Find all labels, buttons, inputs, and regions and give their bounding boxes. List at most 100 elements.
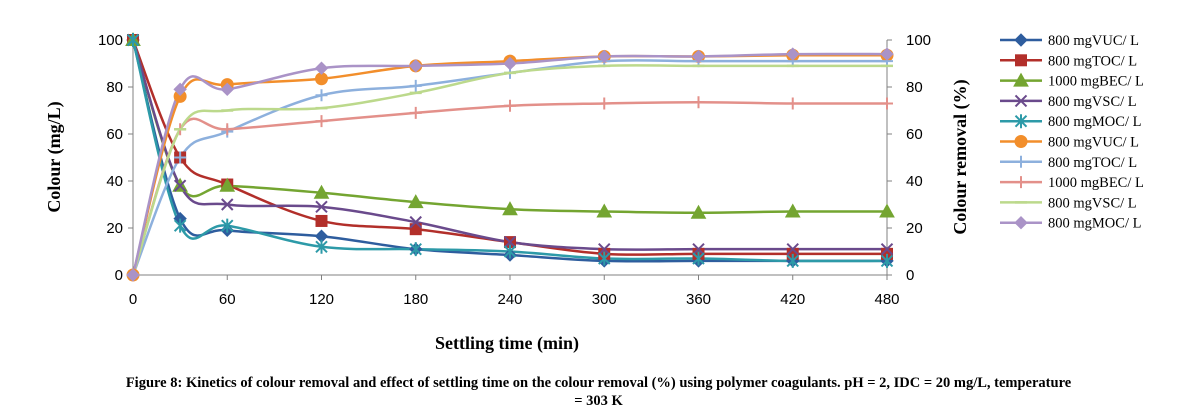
data-point-series-8 [504, 99, 516, 112]
legend-label: 800 mgVUC/ L [1048, 135, 1139, 151]
data-point-series-4 [692, 242, 705, 256]
data-point-series-4 [315, 200, 328, 214]
series-line-1 [131, 39, 887, 263]
legend-label: 800 mgVSC/ L [1048, 195, 1137, 211]
data-point-series-4 [173, 179, 187, 192]
data-point-series-8 [221, 123, 234, 136]
legend-marker [1014, 114, 1028, 129]
data-point-series-3 [879, 203, 895, 218]
data-point-series-8 [786, 97, 799, 110]
data-point-series-5 [880, 253, 894, 268]
series-line-9 [131, 64, 887, 276]
x-tick-label: 120 [309, 291, 334, 308]
legend-marker [1014, 94, 1028, 108]
axes [128, 39, 892, 280]
x-axis-title: Settling time (min) [435, 333, 579, 354]
legend-label: 1000 mgBEC/ L [1048, 74, 1144, 90]
legend-marker [1015, 54, 1027, 67]
data-point-series-7 [315, 89, 328, 102]
data-point-series-5 [692, 251, 705, 266]
legend-label: 800 mgMOC/ L [1048, 114, 1141, 130]
y-left-tick-label: 80 [106, 79, 123, 96]
x-tick-label: 360 [686, 291, 711, 308]
y-right-tick-label: 20 [906, 220, 923, 237]
legend-label: 800 mgVSC/ L [1048, 94, 1137, 110]
caption-line-2: = 303 K [574, 393, 623, 409]
data-point-series-2 [409, 223, 422, 236]
data-point-series-3 [596, 203, 613, 218]
x-tick-label: 0 [129, 291, 137, 308]
y-left-tick-label: 60 [106, 126, 123, 143]
data-point-series-7 [409, 79, 422, 92]
data-point-series-4 [221, 198, 234, 211]
series-line-3 [131, 39, 888, 214]
data-point-series-4 [786, 242, 799, 256]
y-right-tick-label: 40 [906, 173, 923, 190]
y-left-tick-label: 20 [106, 220, 123, 237]
x-tick-label: 420 [780, 291, 805, 308]
data-point-series-10 [126, 268, 140, 282]
x-tick-label: 240 [497, 291, 522, 308]
y-right-tick-label: 100 [906, 32, 931, 49]
x-tick-label: 300 [592, 291, 617, 308]
series-line-7 [131, 59, 887, 276]
x-tick-label: 480 [874, 291, 899, 308]
series-line-10 [131, 52, 888, 276]
data-point-series-8 [598, 97, 611, 110]
data-point-series-5 [503, 244, 517, 259]
legend-label: 800 mgTOC/ L [1048, 155, 1137, 171]
series-line-4 [131, 39, 887, 251]
legend-marker [1014, 135, 1028, 148]
data-point-series-10 [409, 59, 423, 73]
data-point-series-3 [407, 194, 424, 209]
data-point-series-10 [173, 82, 187, 97]
data-point-series-5 [126, 33, 140, 47]
data-point-series-5 [786, 253, 799, 268]
data-point-series-8 [881, 97, 893, 110]
legend-label: 800 mgTOC/ L [1048, 53, 1137, 69]
data-point-series-10 [503, 56, 517, 71]
data-point-series-10 [880, 47, 894, 61]
data-point-series-10 [691, 49, 706, 64]
legend-marker [1015, 176, 1027, 189]
y-axis-left-title: Colour (mg/L) [44, 101, 65, 212]
y-right-tick-label: 80 [906, 79, 923, 96]
data-point-series-8 [692, 96, 705, 109]
y-left-tick-label: 100 [98, 32, 123, 49]
y-right-tick-label: 60 [906, 126, 923, 143]
series-line-5 [131, 39, 888, 263]
data-point-series-5 [221, 218, 234, 233]
data-point-series-3 [502, 201, 518, 216]
data-point-series-7 [174, 151, 187, 164]
data-point-series-5 [598, 251, 611, 266]
data-point-series-4 [409, 215, 422, 229]
data-point-series-8 [315, 115, 328, 128]
data-point-series-4 [503, 235, 517, 249]
data-point-series-10 [220, 82, 234, 97]
series-lines [131, 39, 888, 276]
data-point-series-10 [786, 47, 800, 61]
data-point-series-10 [314, 61, 329, 75]
data-point-series-5 [315, 239, 328, 254]
data-point-series-4 [598, 242, 611, 256]
legend: 800 mgVUC/ L 800 mgTOC/ L 1000 mgBEC/ L 800… [1000, 33, 1144, 232]
figure-caption: Figure 8: Kinetics of colour removal and… [0, 374, 1197, 410]
data-point-series-3 [690, 204, 707, 219]
data-point-series-4 [880, 242, 894, 256]
legend-marker [1015, 155, 1027, 168]
y-left-tick-label: 0 [115, 267, 123, 284]
legend-label: 1000 mgBEC/ L [1048, 175, 1144, 191]
legend-marker [1014, 215, 1028, 230]
caption-line-1: Figure 8: Kinetics of colour removal and… [125, 375, 1072, 391]
data-point-series-3 [219, 177, 236, 192]
y-axis-right-title: Colour removal (%) [950, 79, 971, 234]
legend-label: 800 mgVUC/ L [1048, 33, 1139, 49]
legend-marker [1013, 72, 1029, 87]
series-line-2 [131, 39, 887, 256]
data-point-series-8 [409, 106, 422, 119]
data-point-series-3 [784, 203, 801, 218]
data-point-series-5 [409, 242, 422, 257]
x-tick-label: 60 [219, 291, 236, 308]
